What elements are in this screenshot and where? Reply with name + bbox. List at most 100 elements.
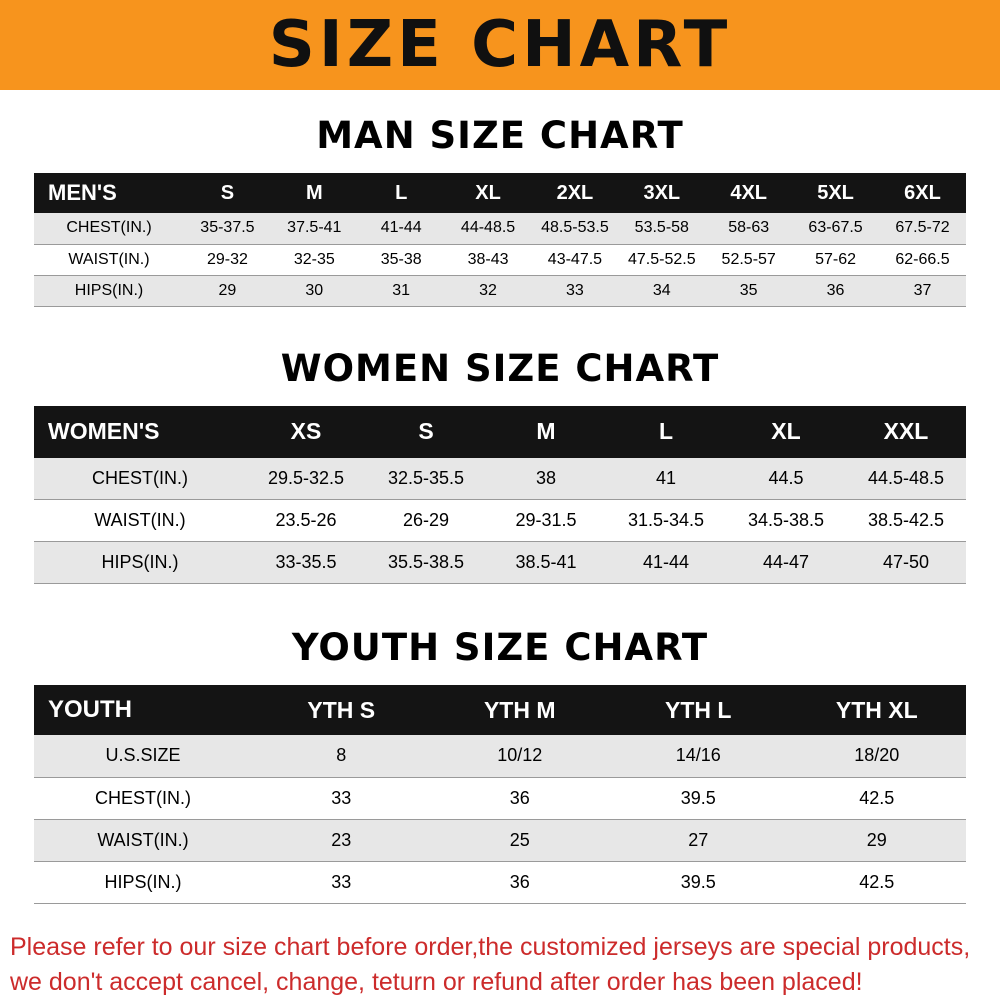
size-value-cell: 36: [509, 871, 530, 892]
size-value-cell: 27: [688, 829, 709, 850]
size-column-header: M: [305, 181, 323, 204]
table-header-row: YOUTH YTH S YTH M YTH L YTH XL: [34, 685, 966, 735]
size-column-header: XL: [771, 418, 801, 444]
size-value-cell: 33: [566, 281, 584, 299]
footer-disclaimer: Please refer to our size chart before or…: [10, 930, 992, 1000]
size-value-cell: 44.5-48.5: [867, 467, 945, 488]
size-column-header: L: [658, 418, 674, 444]
size-column-header: S: [418, 418, 434, 444]
size-value-cell: 42.5: [859, 787, 895, 808]
size-value-cell: 47.5-52.5: [628, 250, 696, 268]
size-column-header: XS: [290, 418, 322, 444]
size-value-cell: 38.5-41: [515, 552, 577, 572]
size-value-cell: 41: [655, 467, 677, 488]
size-value-cell: 32-35: [293, 250, 335, 268]
size-column-header: YTH S: [307, 696, 376, 723]
size-value-cell: 43-47.5: [547, 250, 603, 268]
table-row: CHEST(IN.) 33 36 39.5 42.5: [34, 777, 966, 819]
size-column-header: YTH XL: [835, 696, 918, 723]
row-label-cell: CHEST(IN.): [66, 219, 152, 237]
table-title-cell: MEN'S: [48, 180, 117, 205]
footer-disclaimer-line1: Please refer to our size chart before or…: [10, 932, 971, 961]
man-size-chart-heading: MAN SIZE CHART: [316, 114, 684, 157]
size-value-cell: 8: [336, 745, 347, 766]
size-value-cell: 29.5-32.5: [267, 467, 345, 488]
size-value-cell: 62-66.5: [895, 250, 950, 268]
size-value-cell: 47-50: [882, 552, 930, 572]
size-value-cell: 36: [509, 787, 530, 808]
size-chart-banner: SIZE CHART: [0, 0, 1000, 90]
size-column-header: YTH M: [483, 696, 556, 723]
women-size-table: WOMEN'S XS S M L XL XXL CHEST(IN.) 29.5-32.5 32.5…: [34, 405, 966, 585]
size-value-cell: 34.5-38.5: [747, 510, 825, 530]
table-row: CHEST(IN.) 35-37.5 37.5-41 41-44 44-48.5 48.5…: [34, 213, 966, 244]
size-value-cell: 34: [652, 281, 671, 299]
table-row: HIPS(IN.) 33 36 39.5 42.5: [34, 861, 966, 903]
size-value-cell: 29-31.5: [515, 510, 577, 530]
size-value-cell: 53.5-58: [634, 219, 689, 237]
table-title-cell: WOMEN'S: [48, 418, 160, 444]
footer-disclaimer-line2: we don't accept cancel, change, teturn o…: [10, 967, 863, 996]
row-label-cell: HIPS(IN.): [104, 871, 182, 892]
size-value-cell: 38-43: [467, 250, 509, 268]
size-value-cell: 18/20: [854, 745, 900, 766]
row-label-cell: HIPS(IN.): [74, 281, 144, 299]
row-label-cell: CHEST(IN.): [92, 467, 188, 488]
size-value-cell: 10/12: [497, 745, 543, 766]
size-value-cell: 38.5-42.5: [867, 510, 945, 530]
size-value-cell: 41-44: [380, 219, 422, 237]
size-value-cell: 31: [392, 281, 411, 299]
table-row: CHEST(IN.) 29.5-32.5 32.5-35.5 38 41 44.5 44.5…: [34, 457, 966, 500]
size-value-cell: 58-63: [728, 219, 770, 237]
size-value-cell: 39.5: [680, 871, 716, 892]
youth-size-chart-heading: YOUTH SIZE CHART: [291, 626, 709, 669]
size-value-cell: 30: [305, 281, 324, 299]
row-label-cell: WAIST(IN.): [94, 510, 186, 530]
size-column-header: 2XL: [556, 181, 594, 204]
banner-title: SIZE CHART: [268, 8, 732, 82]
size-column-header: XXL: [883, 418, 929, 444]
table-row: HIPS(IN.) 33-35.5 35.5-38.5 38.5-41 41-44 44-…: [34, 541, 966, 584]
size-value-cell: 33: [331, 871, 352, 892]
size-value-cell: 29-32: [206, 250, 248, 268]
size-value-cell: 39.5: [680, 787, 716, 808]
size-value-cell: 57-62: [815, 250, 857, 268]
size-column-header: 3XL: [643, 181, 681, 204]
table-row: WAIST(IN.) 23 25 27 29: [34, 819, 966, 861]
youth-size-table: YOUTH YTH S YTH M YTH L YTH XL U.S.SIZE 8 10/12…: [34, 685, 966, 904]
size-value-cell: 33-35.5: [275, 552, 337, 572]
size-value-cell: 29: [218, 281, 237, 299]
women-size-chart-heading: WOMEN SIZE CHART: [280, 346, 720, 390]
size-value-cell: 35: [739, 281, 758, 299]
size-column-header: 4XL: [730, 181, 768, 204]
size-value-cell: 14/16: [675, 745, 721, 766]
size-value-cell: 31.5-34.5: [627, 510, 705, 530]
size-column-header: 6XL: [904, 181, 941, 204]
size-value-cell: 42.5: [859, 871, 895, 892]
size-value-cell: 33: [331, 787, 352, 808]
size-column-header: L: [395, 181, 408, 204]
size-value-cell: 32.5-35.5: [387, 467, 465, 488]
size-value-cell: 52.5-57: [721, 250, 776, 268]
size-column-header: YTH L: [665, 696, 732, 723]
row-label-cell: U.S.SIZE: [105, 745, 181, 766]
size-value-cell: 48.5-53.5: [541, 219, 609, 237]
row-label-cell: HIPS(IN.): [101, 552, 179, 572]
row-label-cell: WAIST(IN.): [68, 250, 150, 268]
table-row: U.S.SIZE 8 10/12 14/16 18/20: [34, 735, 966, 777]
size-value-cell: 35.5-38.5: [387, 552, 465, 572]
table-header-row: WOMEN'S XS S M L XL XXL: [34, 405, 966, 458]
size-value-cell: 35-37.5: [200, 219, 255, 237]
size-value-cell: 63-67.5: [808, 219, 863, 237]
row-label-cell: WAIST(IN.): [97, 829, 189, 850]
size-value-cell: 26-29: [402, 510, 450, 530]
table-row: HIPS(IN.) 29 30 31 32 33 34 35 36 37: [34, 275, 966, 306]
size-value-cell: 23.5-26: [275, 510, 337, 530]
size-value-cell: 44-48.5: [460, 219, 516, 237]
size-value-cell: 25: [509, 829, 530, 850]
table-row: WAIST(IN.) 29-32 32-35 35-38 38-43 43-47.5 47.…: [34, 244, 966, 275]
size-value-cell: 32: [479, 281, 497, 299]
size-value-cell: 67.5-72: [895, 219, 950, 237]
size-value-cell: 38: [535, 467, 557, 488]
size-value-cell: 37.5-41: [287, 219, 342, 237]
